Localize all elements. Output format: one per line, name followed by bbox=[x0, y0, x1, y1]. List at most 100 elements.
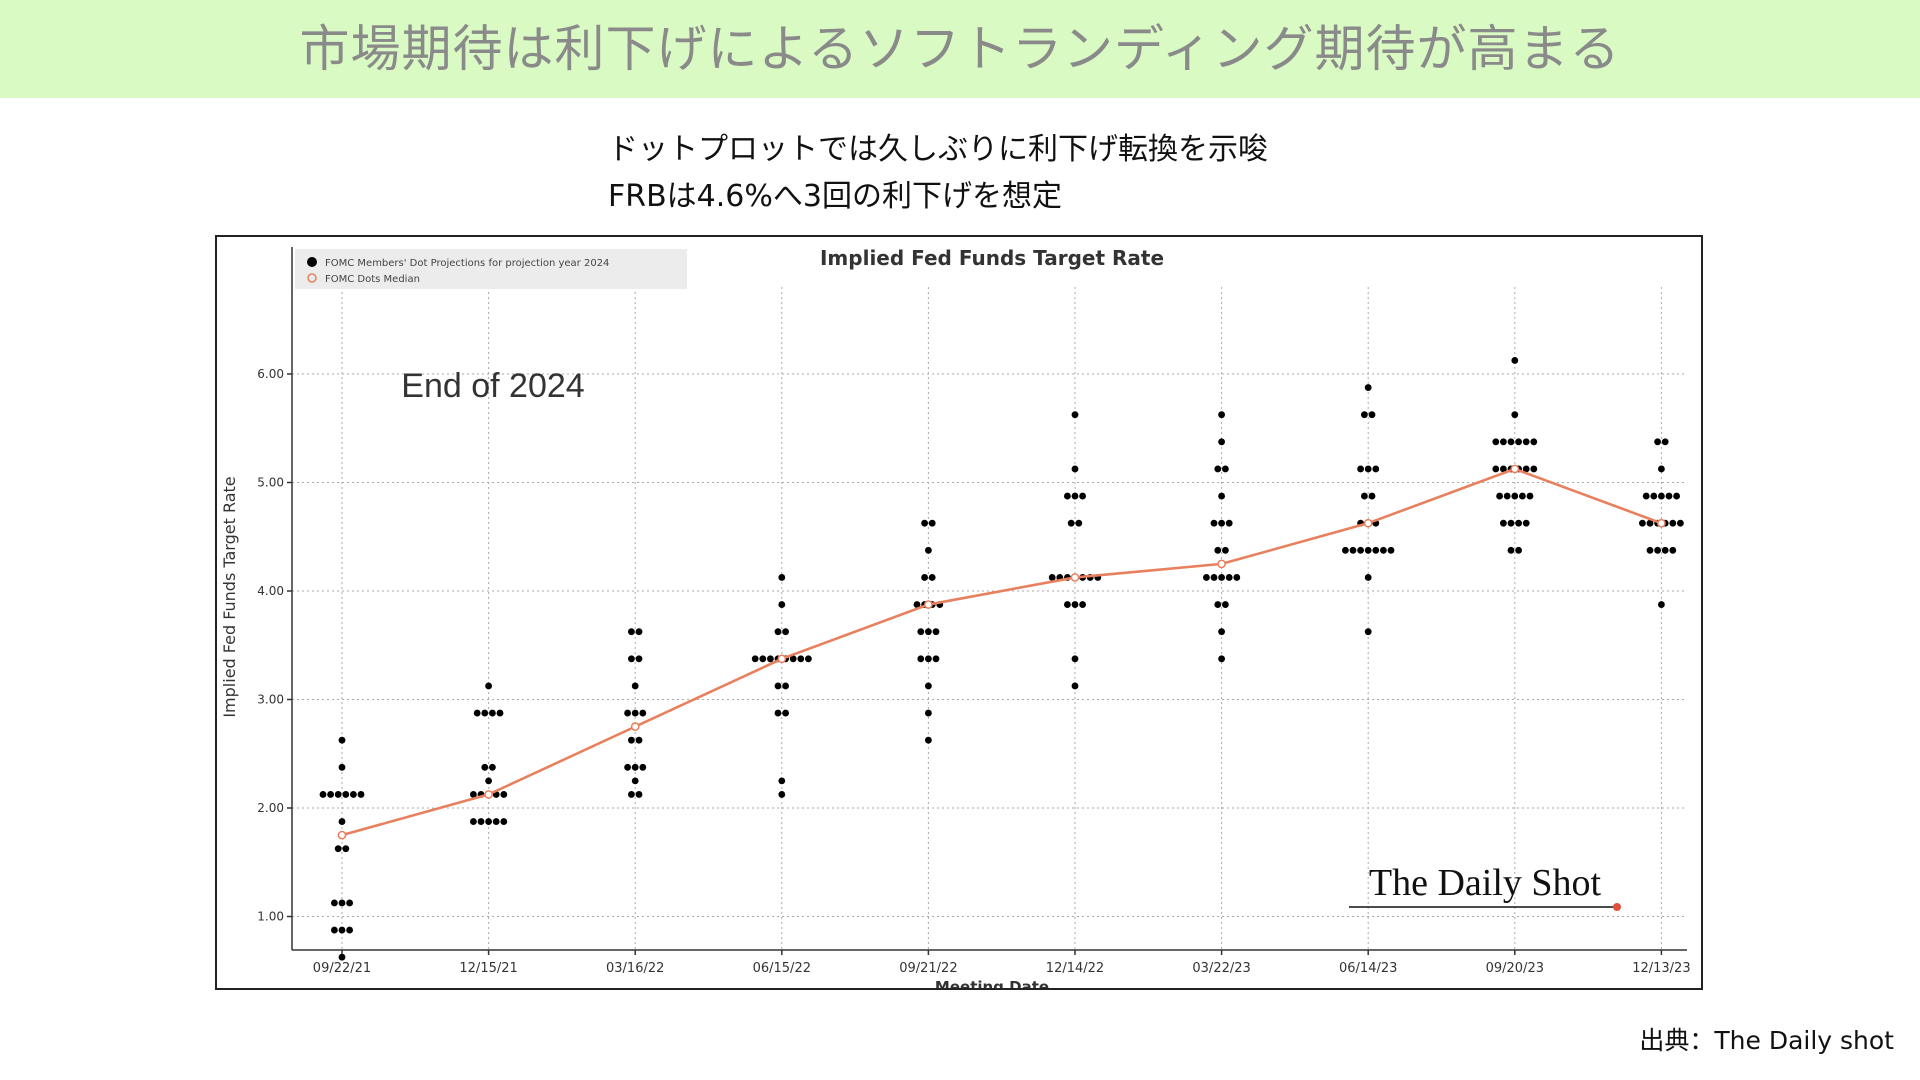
y-tick-label: 6.00 bbox=[257, 367, 284, 381]
dot-projection-point bbox=[789, 655, 797, 663]
dot-projection-point bbox=[928, 519, 936, 527]
dot-projection-point bbox=[932, 628, 940, 636]
dot-projection-point bbox=[1522, 519, 1530, 527]
dot-projection-point bbox=[331, 899, 338, 907]
dot-projection-point bbox=[778, 601, 786, 608]
dot-projection-point bbox=[631, 709, 639, 717]
x-axis-label: Meeting Date bbox=[935, 978, 1049, 988]
dot-projection-point bbox=[1071, 465, 1079, 473]
title-banner bbox=[0, 0, 1920, 98]
dot-projection-point bbox=[628, 736, 635, 744]
dot-projection-point bbox=[759, 655, 767, 663]
dot-projection-point bbox=[631, 682, 639, 690]
dot-projection-point bbox=[1218, 492, 1225, 500]
dot-projection-point bbox=[1368, 492, 1376, 500]
dot-projection-point bbox=[1071, 682, 1079, 690]
subtitle-line-2: FRBは4.6%へ3回の利下げを想定 bbox=[608, 179, 1062, 214]
dot-projection-point bbox=[1214, 601, 1222, 608]
dot-projection-point bbox=[624, 763, 631, 771]
dot-projection-point bbox=[1071, 655, 1079, 663]
dot-projection-point bbox=[1079, 492, 1086, 500]
dot-projection-point bbox=[500, 818, 508, 825]
dot-projection-point bbox=[477, 818, 485, 825]
dot-projection-point bbox=[1222, 546, 1229, 554]
dot-projection-point bbox=[1222, 465, 1229, 473]
dot-projection-point bbox=[1357, 546, 1364, 554]
dot-projection-point bbox=[346, 926, 353, 934]
dot-projection-point bbox=[1342, 546, 1349, 554]
dot-projection-point bbox=[1079, 601, 1086, 608]
dot-projection-point bbox=[338, 818, 346, 825]
chart-grid bbox=[292, 287, 1687, 950]
dot-projection-point bbox=[1646, 546, 1654, 554]
dot-projection-point bbox=[1642, 492, 1650, 500]
end-of-2024-annotation: End of 2024 bbox=[401, 367, 584, 405]
chart-axes: 1.00 2.00 3.00 4.00 5.00 6.00 09/22/21 12/15/21… bbox=[257, 247, 1691, 976]
x-tick-label: 09/20/23 bbox=[1486, 961, 1544, 976]
page-title: 市場期待は利下げによるソフトランディング期待が高まる bbox=[299, 20, 1621, 78]
dot-projection-point bbox=[1368, 411, 1376, 419]
dot-projection-point bbox=[639, 763, 647, 771]
y-tick-label: 1.00 bbox=[257, 910, 284, 924]
dot-projection-point bbox=[1361, 492, 1368, 500]
dot-projection-point bbox=[1225, 574, 1233, 581]
x-tick-label: 12/13/23 bbox=[1632, 961, 1690, 976]
dot-projection-point bbox=[635, 791, 643, 798]
dot-projection-point bbox=[1661, 546, 1669, 554]
dot-projection-point bbox=[1496, 492, 1503, 500]
dot-projection-point bbox=[797, 655, 805, 663]
dot-projection-point bbox=[778, 777, 786, 785]
dot-projection-point bbox=[925, 736, 932, 744]
dot-projection-point bbox=[1364, 546, 1372, 554]
dot-projection-point bbox=[1071, 492, 1079, 500]
dot-projection-point bbox=[338, 953, 346, 961]
dot-projection-point bbox=[485, 818, 492, 825]
median-line bbox=[341, 467, 1662, 837]
dot-projection-point bbox=[805, 655, 812, 663]
dot-projection-point bbox=[631, 763, 639, 771]
dot-projection-point bbox=[1677, 519, 1684, 527]
dot-projection-point bbox=[628, 628, 635, 636]
dot-projection-point bbox=[1048, 574, 1056, 581]
dot-projection-point bbox=[500, 791, 508, 798]
dot-projection-point bbox=[1203, 574, 1210, 581]
dot-projection-point bbox=[473, 709, 481, 717]
dot-projection-point bbox=[1364, 574, 1372, 581]
dot-projection-point bbox=[774, 709, 782, 717]
dot-projection-point bbox=[1075, 519, 1083, 527]
dot-projection-point bbox=[319, 791, 327, 798]
dot-projection-point bbox=[1064, 492, 1071, 500]
dot-projection-point bbox=[925, 709, 932, 717]
dot-projection-point bbox=[782, 682, 789, 690]
dot-projection-point bbox=[1511, 411, 1519, 419]
dot-projection-point bbox=[1500, 519, 1507, 527]
dot-projection-point bbox=[1372, 465, 1380, 473]
dot-projection-point bbox=[932, 655, 940, 663]
y-tick-label: 2.00 bbox=[257, 801, 284, 815]
dot-projection-point bbox=[1654, 546, 1661, 554]
dot-projection-point bbox=[635, 736, 643, 744]
daily-shot-watermark: The Daily Shot bbox=[1369, 862, 1602, 904]
dot-projection-point bbox=[1210, 574, 1218, 581]
median-point bbox=[484, 790, 493, 799]
watermark-dot bbox=[1613, 903, 1621, 911]
dot-projection-point bbox=[1658, 465, 1665, 473]
median-point bbox=[630, 722, 640, 731]
dot-projection-point bbox=[782, 628, 789, 636]
dot-projection-point bbox=[489, 763, 496, 771]
dot-projection-point bbox=[774, 682, 782, 690]
dot-projection-point bbox=[1661, 438, 1669, 446]
dot-projection-point bbox=[1669, 519, 1677, 527]
dot-projection-point bbox=[1064, 601, 1071, 608]
dot-projection-point bbox=[1503, 492, 1511, 500]
dot-projection-point bbox=[1233, 574, 1241, 581]
dot-projection-point bbox=[485, 777, 492, 785]
legend-label-dots: FOMC Members' Dot Projections for projec… bbox=[325, 258, 609, 269]
dot-projection-point bbox=[1658, 492, 1665, 500]
y-axis-label: Implied Fed Funds Target Rate bbox=[220, 476, 239, 717]
fed-funds-chart: 1.00 2.00 3.00 4.00 5.00 6.00 09/22/21 12/15/21… bbox=[220, 246, 1691, 988]
x-tick-label: 03/16/22 bbox=[606, 961, 664, 976]
dot-projection-point bbox=[778, 791, 786, 798]
dot-projection-point bbox=[1522, 465, 1530, 473]
dot-projection-point bbox=[470, 818, 477, 825]
